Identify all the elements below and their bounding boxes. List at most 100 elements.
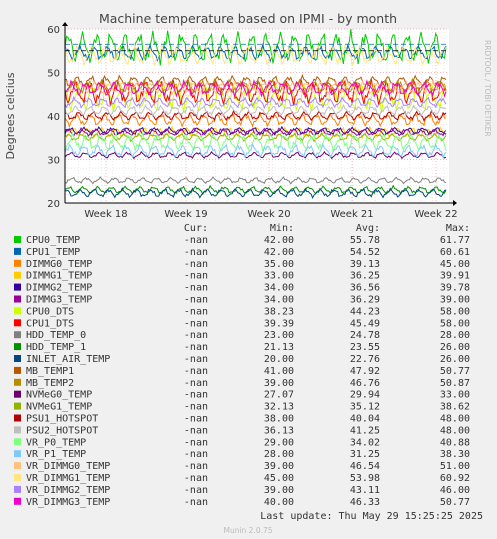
series-line-vr_p1_temp [64, 142, 447, 160]
legend-series-name: PSU1_HOTSPOT [26, 414, 98, 425]
series-line-dimmg0_temp [64, 111, 447, 129]
legend-value: 41.00 [264, 366, 294, 377]
legend-column-header: Min: [270, 223, 294, 234]
legend-series-name: HDD_TEMP_0 [26, 330, 86, 341]
legend-value: -nan [184, 366, 208, 377]
x-tick-label: Week 21 [330, 209, 373, 220]
legend-value: 29.00 [264, 437, 294, 448]
legend-value: 32.13 [264, 402, 294, 413]
legend-swatch [14, 414, 21, 422]
legend-value: 35.00 [264, 259, 294, 270]
legend-series-name: NVMeG1_TEMP [26, 402, 92, 413]
legend: Cur: Min: Avg: Max: CPU0_TEMP -nan 42.00 55.78 6… [14, 223, 470, 508]
legend-value: -nan [184, 390, 208, 401]
legend-value: -nan [184, 330, 208, 341]
legend-value: 39.00 [264, 485, 294, 496]
legend-value: 58.00 [440, 306, 470, 317]
x-tick-label: Week 22 [414, 209, 457, 220]
legend-value: 61.77 [440, 235, 470, 246]
legend-value: 55.78 [350, 235, 380, 246]
legend-value: 29.94 [350, 390, 380, 401]
legend-series-name: NVMeG0_TEMP [26, 390, 92, 401]
legend-value: -nan [184, 461, 208, 472]
legend-swatch [14, 319, 21, 327]
legend-value: 44.23 [350, 306, 380, 317]
series-line-vr_dimmg1_temp [64, 43, 447, 67]
legend-series-name: PSU2_HOTSPOT [26, 425, 98, 436]
series-line-hdd_temp_0 [64, 176, 447, 185]
legend-value: -nan [184, 414, 208, 425]
series-line-vr_dimmg0_temp [64, 79, 447, 96]
legend-value: 38.30 [440, 449, 470, 460]
legend-swatch [14, 474, 21, 481]
legend-value: -nan [184, 318, 208, 329]
legend-value: 39.00 [440, 295, 470, 306]
legend-value: 46.76 [350, 378, 380, 389]
legend-value: 35.12 [350, 402, 380, 413]
y-tick-label: 50 [47, 69, 60, 80]
legend-swatch [14, 295, 21, 303]
side-label: RRDTOOL / TOBI OETIKER [483, 40, 492, 137]
legend-series-name: VR_DIMMG2_TEMP [26, 485, 110, 496]
series-line-psu1_hotspot [64, 109, 447, 122]
legend-swatch [14, 271, 21, 279]
legend-value: 38.23 [264, 306, 294, 317]
legend-value: 21.13 [264, 342, 294, 353]
legend-value: -nan [184, 283, 208, 294]
y-axis-arrow [62, 22, 68, 26]
legend-value: 23.55 [350, 342, 380, 353]
y-tick-label: 30 [47, 156, 60, 167]
x-tick-label: Week 20 [247, 209, 290, 220]
munin-footer: Munin 2.0.75 [223, 526, 272, 535]
legend-value: -nan [184, 295, 208, 306]
legend-value: -nan [184, 247, 208, 258]
legend-value: 48.00 [440, 414, 470, 425]
legend-swatch [14, 402, 21, 410]
legend-value: 24.78 [350, 330, 380, 341]
legend-value: 40.00 [264, 497, 294, 508]
legend-swatch [14, 366, 21, 374]
legend-value: 23.00 [264, 330, 294, 341]
legend-column-header: Max: [446, 223, 470, 234]
legend-column-header: Avg: [356, 223, 380, 234]
legend-value: 46.00 [440, 485, 470, 496]
legend-value: 39.91 [440, 271, 470, 282]
legend-value: 36.56 [350, 283, 380, 294]
legend-value: 54.52 [350, 247, 380, 258]
legend-swatch [14, 426, 21, 434]
legend-value: 22.76 [350, 354, 380, 365]
legend-value: -nan [184, 354, 208, 365]
series-line-dimmg2_temp [64, 125, 447, 137]
legend-swatch [14, 331, 21, 339]
legend-series-name: DIMMG2_TEMP [26, 283, 92, 294]
legend-series-name: VR_DIMMG3_TEMP [26, 497, 110, 508]
legend-swatch [14, 343, 21, 351]
series-line-nvmeg0_temp [64, 150, 447, 160]
legend-value: 33.00 [440, 390, 470, 401]
legend-value: 39.00 [264, 461, 294, 472]
legend-swatch [14, 355, 21, 362]
legend-value: 26.00 [440, 342, 470, 353]
legend-series-name: DIMMG3_TEMP [26, 295, 92, 306]
y-tick-label: 60 [47, 25, 60, 36]
legend-value: 45.00 [440, 259, 470, 270]
legend-value: 60.61 [440, 247, 470, 258]
legend-value: -nan [184, 271, 208, 282]
legend-value: -nan [184, 437, 208, 448]
legend-series-name: DIMMG1_TEMP [26, 271, 92, 282]
legend-series-name: CPU0_TEMP [26, 235, 80, 246]
plot-area: 20 30 40 50 60 Week 18 Week 19 Week 20 Week 21 We… [47, 22, 458, 220]
legend-value: 40.88 [440, 437, 470, 448]
legend-value: 28.00 [440, 330, 470, 341]
legend-value: 42.00 [264, 247, 294, 258]
legend-value: 20.00 [264, 354, 294, 365]
legend-value: -nan [184, 473, 208, 484]
legend-value: 45.00 [264, 473, 294, 484]
legend-value: -nan [184, 259, 208, 270]
legend-swatch [14, 307, 21, 315]
legend-series-name: CPU1_DTS [26, 318, 74, 329]
legend-swatch [14, 462, 21, 470]
legend-value: 60.92 [440, 473, 470, 484]
legend-value: 39.39 [264, 318, 294, 329]
